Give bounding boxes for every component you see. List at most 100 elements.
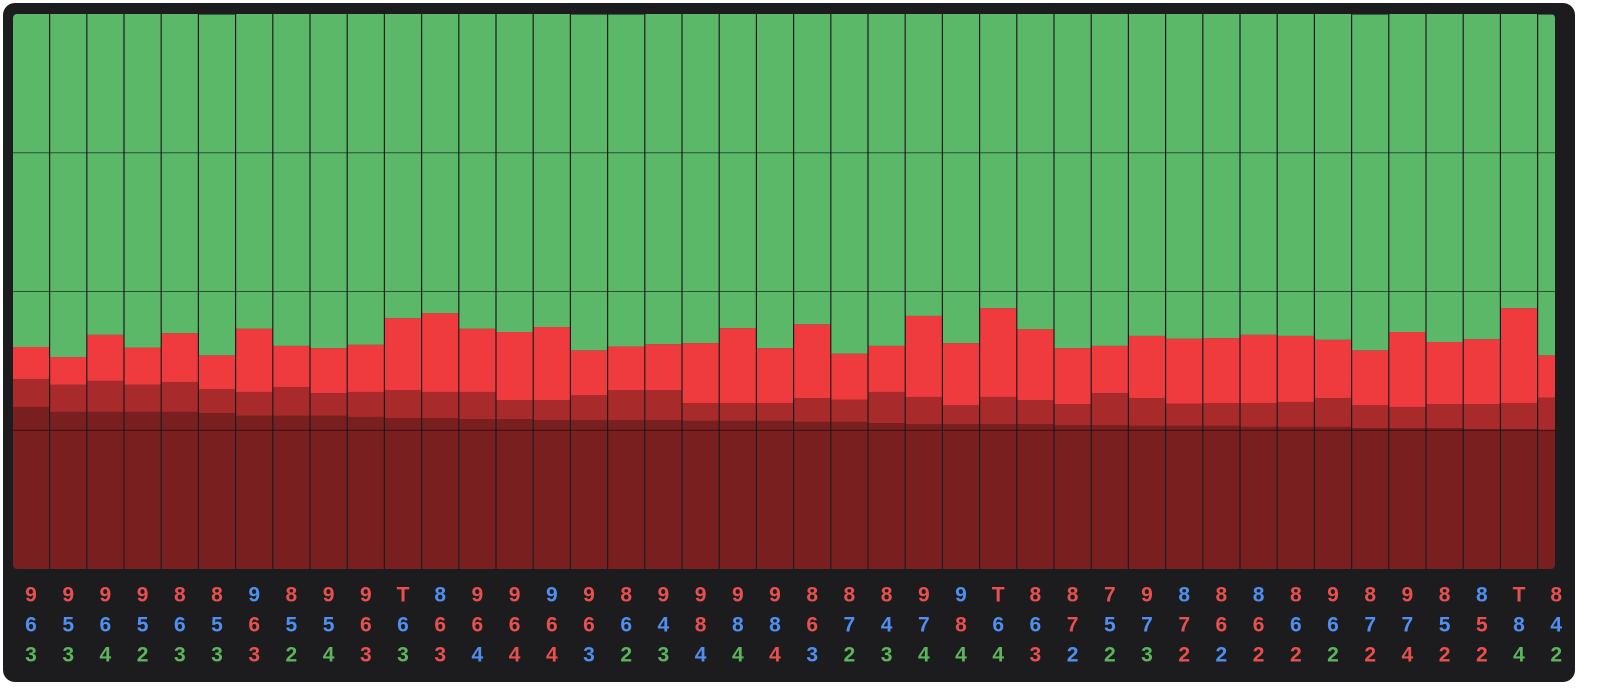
- hand-label: 2: [286, 644, 298, 667]
- bar-segment: [608, 420, 645, 569]
- bar-segment: [1463, 14, 1500, 340]
- bar-segment: [310, 14, 347, 349]
- hand-label: 9: [658, 584, 670, 607]
- hand-label: 4: [695, 644, 707, 667]
- bar-segment: [645, 390, 682, 421]
- bar-segment: [422, 391, 459, 419]
- bar-segment: [1463, 339, 1500, 405]
- bar-segment: [1501, 429, 1537, 569]
- bar-segment: [1426, 428, 1463, 569]
- hand-label: 6: [1253, 614, 1265, 637]
- bar-segment: [87, 334, 124, 381]
- hand-label: 8: [1364, 584, 1376, 607]
- hand-label: 6: [509, 614, 521, 637]
- bar-segment: [459, 419, 496, 569]
- bar-segment: [645, 344, 682, 391]
- bar-segment: [943, 343, 979, 406]
- bar-segment: [1129, 335, 1165, 399]
- bar-segment: [1538, 430, 1555, 569]
- bar-segment: [943, 14, 979, 344]
- bar-segment: [1203, 14, 1240, 339]
- bar-segment: [1315, 14, 1351, 340]
- bar-segment: [310, 348, 347, 394]
- hand-label: 5: [1104, 614, 1116, 637]
- bar-segment: [757, 403, 793, 421]
- hand-label: 7: [1067, 614, 1079, 637]
- hand-label: 8: [620, 584, 632, 607]
- hand-label: 7: [1141, 614, 1153, 637]
- bar-segment: [496, 419, 533, 569]
- hand-label: 9: [472, 584, 484, 607]
- bar-segment: [868, 423, 905, 569]
- bar-segment: [199, 14, 235, 356]
- bar-segment: [87, 411, 124, 569]
- bar-segment: [50, 356, 87, 385]
- hand-label: 9: [137, 584, 149, 607]
- bar-segment: [1315, 426, 1351, 569]
- bar-segment: [868, 391, 905, 424]
- bar-segment: [1277, 14, 1314, 336]
- bar-segment: [719, 328, 756, 404]
- bar-segment: [1091, 345, 1128, 394]
- bar-segment: [1352, 405, 1389, 429]
- bar-segment: [1166, 14, 1203, 339]
- bar-segment: [385, 14, 421, 319]
- bar-segment: [422, 418, 459, 569]
- hand-label: 4: [509, 644, 521, 667]
- hand-label: 4: [323, 644, 335, 667]
- hand-label: 2: [1476, 644, 1488, 667]
- bar-segment: [459, 14, 496, 329]
- bar-segment: [905, 14, 942, 316]
- bar-segment: [794, 14, 831, 325]
- hand-label: 9: [769, 584, 781, 607]
- bar-segment: [1129, 425, 1165, 569]
- hand-label: 3: [434, 644, 446, 667]
- hand-label: 2: [620, 644, 632, 667]
- bar-segment: [608, 14, 645, 347]
- bar-segment: [682, 14, 719, 344]
- hand-label: 9: [100, 584, 112, 607]
- hand-label: 6: [806, 614, 818, 637]
- hand-label: 3: [1030, 644, 1042, 667]
- hand-label: 9: [509, 584, 521, 607]
- bar-segment: [645, 420, 682, 569]
- bar-segment: [496, 332, 533, 401]
- bar-segment: [943, 424, 979, 569]
- hand-label: 3: [25, 644, 37, 667]
- bar-segment: [124, 411, 161, 569]
- hand-label: 6: [248, 614, 260, 637]
- hand-label: 3: [62, 644, 74, 667]
- hand-label: 8: [434, 584, 446, 607]
- bar-segment: [980, 14, 1017, 309]
- bar-segment: [905, 424, 942, 569]
- hand-label: 7: [844, 614, 856, 637]
- bar-segment: [385, 318, 421, 391]
- bar-segment: [385, 390, 421, 419]
- hand-label: 6: [100, 614, 112, 637]
- hand-label: 9: [695, 584, 707, 607]
- bar-segment: [682, 420, 719, 569]
- bar-segment: [199, 355, 235, 390]
- hand-label: 7: [1402, 614, 1414, 637]
- bar-segment: [1129, 398, 1165, 426]
- hand-label: 4: [918, 644, 930, 667]
- bar-segment: [459, 328, 496, 392]
- bar-segment: [571, 14, 607, 351]
- bar-segment: [13, 406, 49, 569]
- bar-segment: [1017, 329, 1054, 401]
- hand-label: 8: [286, 584, 298, 607]
- bar-segment: [422, 313, 459, 392]
- hand-label: 2: [1178, 644, 1190, 667]
- bar-segment: [1389, 406, 1426, 429]
- bar-segment: [161, 381, 198, 412]
- hand-label: 6: [174, 614, 186, 637]
- bar-segment: [459, 391, 496, 420]
- hand-label: 2: [137, 644, 149, 667]
- hand-label: 7: [918, 614, 930, 637]
- hand-label: 8: [806, 584, 818, 607]
- hand-label: 8: [1030, 584, 1042, 607]
- hand-label: 9: [732, 584, 744, 607]
- bar-segment: [1352, 428, 1389, 569]
- bar-segment: [980, 424, 1017, 569]
- hand-label: 6: [583, 614, 595, 637]
